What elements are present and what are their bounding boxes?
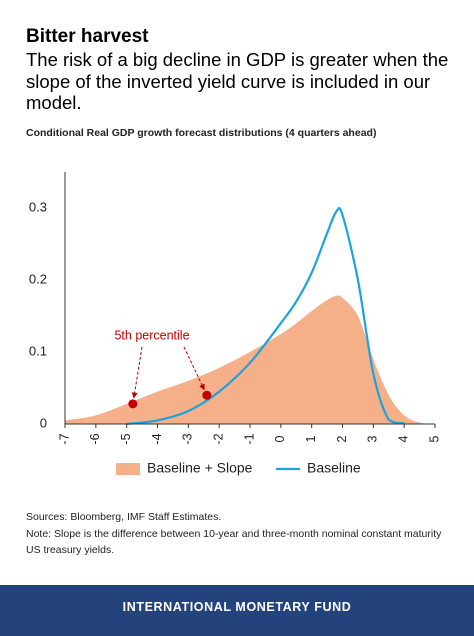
note: Note: Slope is the difference between 10… — [26, 528, 442, 556]
area — [65, 295, 435, 424]
x-tick-label: -7 — [57, 433, 71, 444]
subtitle: The risk of a big decline in GDP is grea… — [26, 49, 449, 113]
y-tick-label: 0 — [40, 415, 47, 430]
x-tick-label: 2 — [335, 435, 349, 442]
footer-bar — [0, 585, 474, 636]
sources: Sources: Bloomberg, IMF Staff Estimates. — [26, 511, 222, 523]
legend-label: Baseline — [307, 460, 361, 476]
title: Bitter harvest — [26, 26, 149, 47]
line — [126, 206, 405, 426]
percentile-point — [202, 390, 212, 400]
legend-swatch — [116, 463, 140, 475]
x-tick-label: 1 — [304, 435, 318, 442]
y-tick-label: 0.3 — [29, 199, 47, 214]
y-tick-label: 0.2 — [29, 271, 47, 286]
y-tick-label: 0.1 — [29, 343, 47, 358]
x-tick-label: -4 — [150, 433, 164, 444]
x-tick-label: -3 — [181, 433, 195, 444]
percentile-point — [128, 399, 138, 409]
x-tick-label: -5 — [119, 433, 133, 444]
annotation-arrow — [183, 346, 205, 391]
x-tick-label: -2 — [211, 433, 225, 444]
chart-title: Conditional Real GDP growth forecast dis… — [26, 127, 376, 139]
x-tick-label: -1 — [242, 433, 256, 444]
x-tick-label: 4 — [396, 435, 410, 442]
annotation-arrow — [131, 346, 143, 399]
x-tick-label: 5 — [427, 435, 441, 442]
annotation-label: 5th percentile — [114, 328, 189, 342]
x-tick-label: 3 — [366, 435, 380, 442]
x-tick-label: 0 — [273, 435, 287, 442]
brand: INTERNATIONAL MONETARY FUND — [122, 600, 352, 614]
legend-label: Baseline + Slope — [147, 460, 253, 476]
chart: Conditional Real GDP growth forecast dis… — [26, 127, 441, 476]
x-tick-label: -6 — [88, 433, 102, 444]
